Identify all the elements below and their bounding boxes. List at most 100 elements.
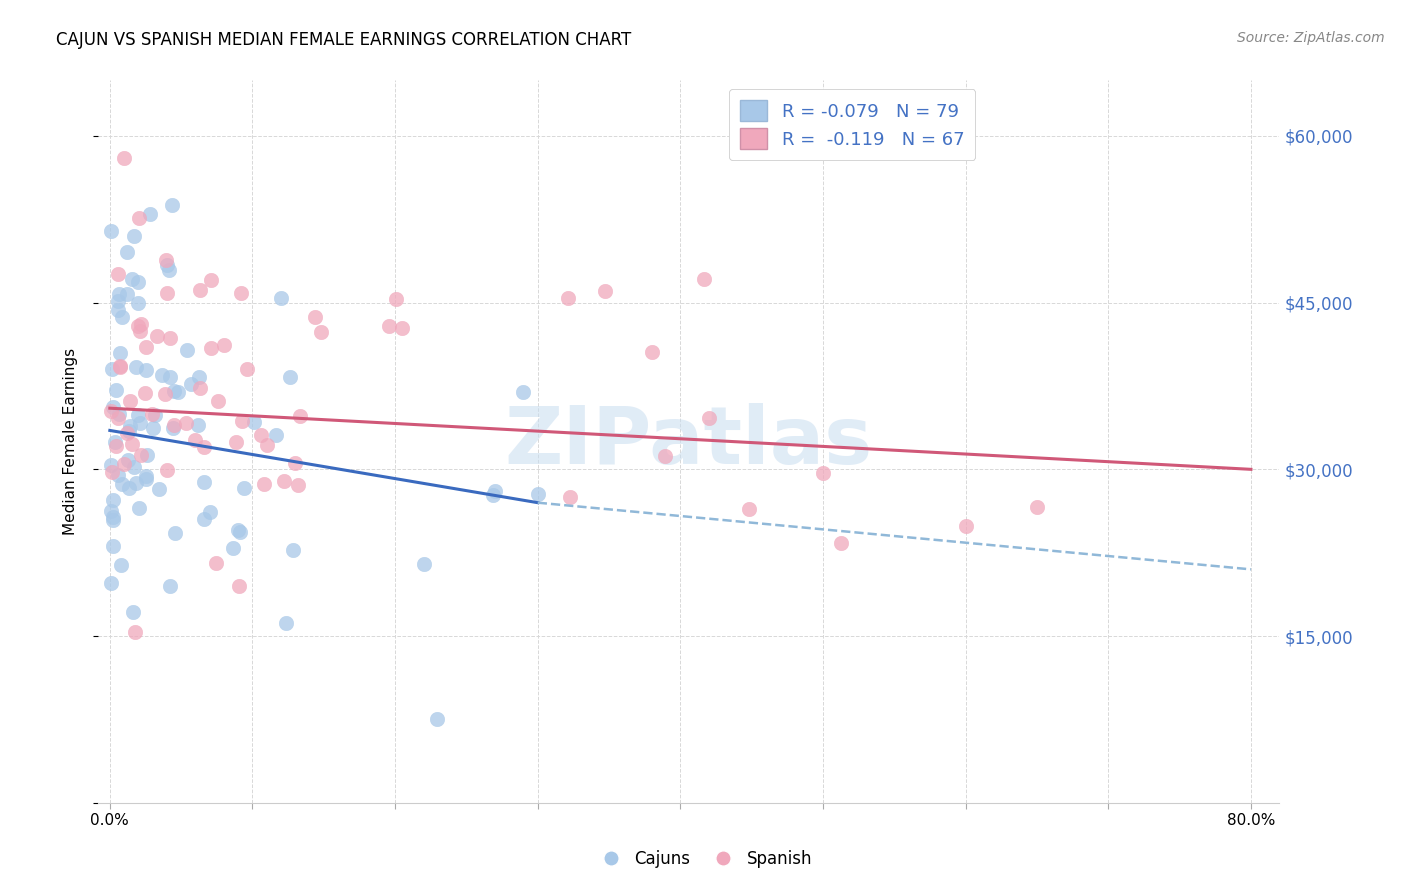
Point (128, 211, 150, 225)
Point (103, 400, 125, 414)
Point (412, 557, 434, 571)
Point (112, 458, 135, 472)
Point (127, 296, 149, 310)
Point (256, 437, 278, 451)
Point (304, 310, 326, 325)
Point (153, 387, 176, 401)
Point (288, 409, 311, 423)
Point (155, 253, 177, 268)
Point (122, 460, 145, 475)
Point (274, 616, 297, 631)
Point (110, 558, 132, 572)
Point (104, 439, 127, 453)
Point (391, 321, 413, 335)
Text: CAJUN VS SPANISH MEDIAN FEMALE EARNINGS CORRELATION CHART: CAJUN VS SPANISH MEDIAN FEMALE EARNINGS … (56, 31, 631, 49)
Point (103, 510, 125, 524)
Point (200, 273, 222, 287)
Point (385, 293, 408, 307)
Point (148, 482, 170, 496)
Point (135, 469, 157, 483)
Legend: Cajuns, Spanish: Cajuns, Spanish (588, 844, 818, 875)
Point (127, 408, 149, 422)
Point (108, 407, 131, 421)
Point (107, 267, 129, 281)
Point (1026, 500, 1049, 515)
Point (207, 394, 229, 409)
Point (103, 539, 125, 553)
Point (193, 475, 215, 490)
Point (135, 448, 157, 462)
Point (127, 275, 149, 289)
Point (284, 456, 307, 470)
Point (145, 328, 167, 343)
Point (141, 408, 163, 422)
Point (107, 286, 129, 301)
Point (557, 291, 579, 305)
Point (107, 302, 129, 317)
Point (225, 434, 247, 449)
Point (188, 283, 211, 297)
Point (193, 440, 215, 454)
Point (641, 345, 664, 359)
Point (253, 477, 276, 491)
Point (162, 421, 184, 435)
Point (176, 343, 198, 357)
Point (697, 410, 720, 425)
Point (250, 427, 273, 442)
Point (101, 513, 124, 527)
Point (187, 417, 209, 432)
Point (273, 474, 295, 488)
Point (231, 286, 253, 301)
Point (231, 414, 253, 428)
Point (127, 318, 149, 333)
Point (160, 198, 183, 212)
Point (101, 466, 124, 480)
Point (117, 481, 139, 495)
Point (526, 487, 548, 501)
Point (125, 360, 148, 375)
Point (174, 417, 197, 431)
Point (654, 449, 676, 463)
Point (110, 359, 132, 374)
Legend: R = -0.079   N = 79, R =  -0.119   N = 67: R = -0.079 N = 79, R = -0.119 N = 67 (730, 89, 976, 160)
Point (163, 526, 186, 541)
Point (100, 361, 122, 376)
Point (118, 424, 141, 438)
Point (378, 318, 401, 333)
Point (204, 556, 226, 570)
Point (100, 504, 122, 518)
Point (112, 151, 135, 165)
Point (426, 713, 449, 727)
Point (200, 341, 222, 355)
Point (156, 258, 179, 272)
Point (108, 359, 131, 374)
Point (311, 325, 333, 339)
Point (100, 404, 122, 418)
Point (595, 285, 617, 299)
Point (830, 536, 852, 550)
Point (270, 291, 292, 305)
Point (159, 331, 181, 345)
Point (229, 525, 252, 540)
Point (121, 271, 143, 285)
Point (693, 272, 716, 286)
Point (107, 293, 129, 308)
Point (105, 383, 128, 397)
Point (122, 228, 145, 243)
Point (512, 385, 534, 400)
Point (212, 337, 235, 351)
Point (155, 463, 177, 477)
Point (100, 224, 122, 238)
Point (125, 475, 148, 490)
Point (100, 576, 122, 591)
Point (143, 409, 166, 423)
Point (482, 488, 505, 502)
Point (107, 467, 129, 482)
Point (128, 416, 150, 430)
Point (115, 245, 138, 260)
Point (115, 286, 138, 301)
Point (117, 453, 139, 467)
Y-axis label: Median Female Earnings: Median Female Earnings (63, 348, 77, 535)
Point (111, 476, 134, 491)
Point (110, 346, 132, 360)
